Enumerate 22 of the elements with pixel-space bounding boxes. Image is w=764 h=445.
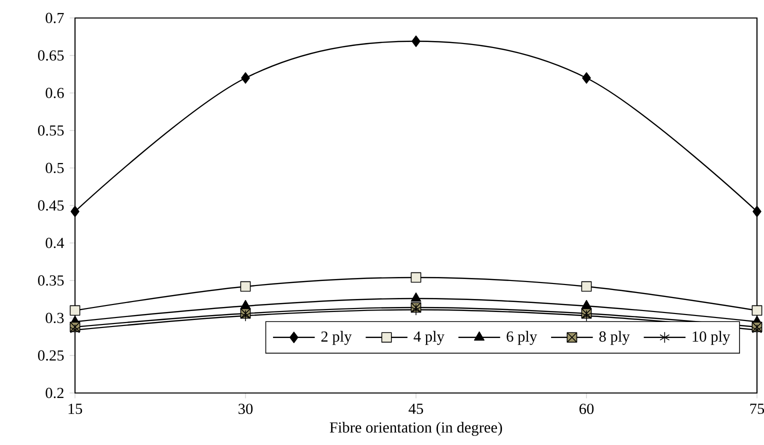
y-tick-label: 0.35 xyxy=(38,275,64,286)
y-tick-label: 0.6 xyxy=(46,88,64,98)
legend-label: 10 ply xyxy=(692,330,730,345)
y-tick-label: 0.3 xyxy=(46,312,64,324)
y-tick-label: 0.55 xyxy=(38,125,64,136)
y-tick-label: 0.2 xyxy=(46,388,64,398)
legend-label: 2 ply xyxy=(321,330,352,345)
x-tick-label: 60 xyxy=(579,404,594,414)
x-axis-title: Fibre orientation (in degree) xyxy=(330,422,502,436)
y-tick-label: 0.65 xyxy=(38,50,64,61)
y-tick-label: 0.25 xyxy=(38,350,64,361)
y-tick-label: 0.4 xyxy=(46,238,64,248)
y-tick-label: 0.5 xyxy=(46,162,64,174)
x-tick-label: 15 xyxy=(68,404,82,414)
x-tick-label: 75 xyxy=(750,404,764,414)
x-tick-label: 30 xyxy=(238,404,253,414)
x-tick-label: 45 xyxy=(408,404,424,414)
legend-label: 4 ply xyxy=(414,330,444,345)
legend-label: 6 ply xyxy=(506,330,538,345)
y-tick-label: 0.7 xyxy=(46,12,64,24)
legend-label: 8 ply xyxy=(599,330,630,345)
y-tick-label: 0.45 xyxy=(38,200,64,211)
